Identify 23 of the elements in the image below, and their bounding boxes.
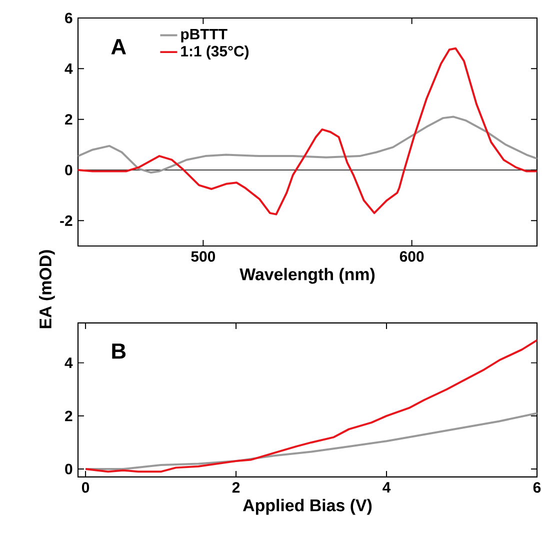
x-tick-label: 4: [382, 482, 391, 492]
x-axis-title: Wavelength (nm): [240, 268, 375, 284]
y-tick-label: 6: [65, 12, 72, 24]
line-series: [84, 412, 538, 470]
x-tick-label: 600: [400, 251, 424, 262]
y-tick-label: 2: [65, 114, 72, 125]
line-series: [84, 339, 538, 473]
legend-label: pBTTT: [181, 29, 228, 42]
x-tick-label: 6: [533, 482, 541, 493]
y-tick-label: 2: [65, 410, 72, 422]
y-tick-label: -2: [60, 215, 72, 226]
x-tick-label: 2: [232, 482, 240, 493]
y-tick-label: 4: [64, 358, 73, 368]
x-tick-label: 500: [191, 251, 216, 262]
y-tick-label: 0: [65, 464, 72, 474]
y-tick-label: 4: [64, 64, 73, 74]
y-tick-label: 0: [65, 164, 72, 176]
x-tick-label: 0: [82, 482, 90, 493]
annotation: A: [111, 39, 126, 54]
x-axis-title: Applied Bias (V): [243, 498, 372, 515]
legend-label: 1:1 (35°C): [181, 46, 249, 60]
annotation: B: [112, 344, 126, 359]
y-axis-title: EA (mOD): [39, 250, 55, 328]
